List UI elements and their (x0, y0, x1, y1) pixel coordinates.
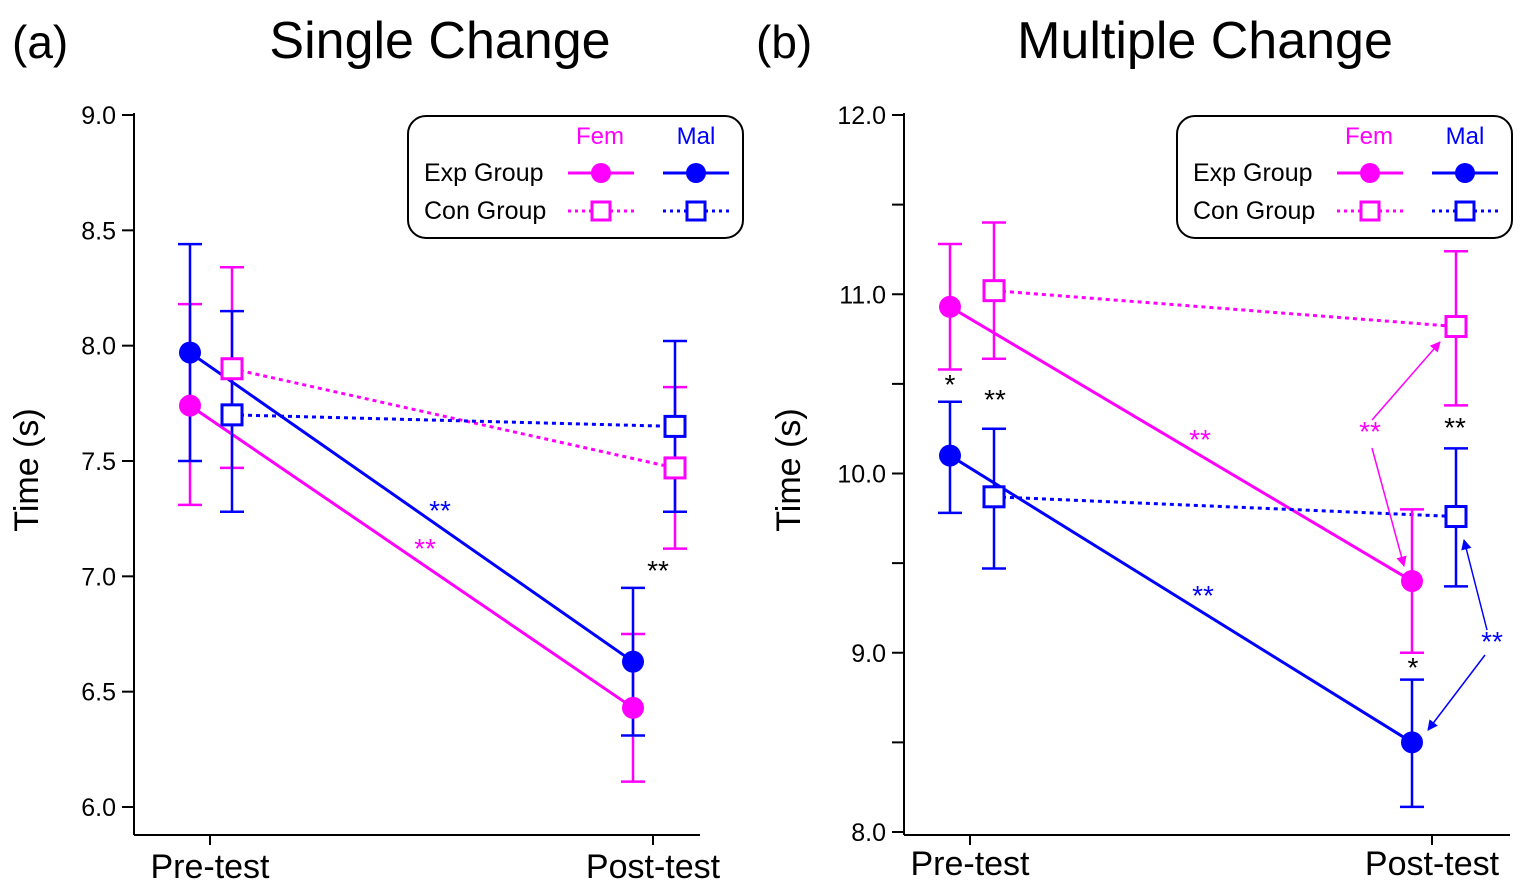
data-point (663, 456, 687, 480)
data-point (622, 650, 644, 673)
legend-col-female: Fem (576, 123, 624, 150)
significance-label: ** (1192, 580, 1214, 611)
y-tick-label: 11.0 (839, 281, 886, 309)
legend: Fem Mal Exp Group Con Group (1176, 115, 1513, 239)
series-line (189, 404, 634, 710)
significance-label: ** (1481, 626, 1503, 657)
data-point (179, 341, 201, 364)
y-tick-label: 6.0 (81, 794, 116, 822)
legend-marker-con (1359, 200, 1381, 222)
series-lines (949, 289, 1457, 744)
data-point (982, 279, 1006, 303)
data-point (663, 414, 687, 438)
legend-row-exp: Exp Group (424, 159, 544, 187)
x-tick-label: Pre-test (150, 848, 270, 886)
significance-label: ** (414, 533, 436, 564)
significance-label: * (945, 369, 956, 400)
annotations: * ******** ***** (945, 341, 1503, 731)
series-line (231, 413, 676, 428)
y-tick-label: 8.0 (851, 819, 886, 847)
axes: 6.0 6.5 7.0 7.5 8.0 8.5 9.0 Pre-test Post-test (81, 102, 720, 886)
annotation-arrow (1371, 447, 1407, 568)
x-tick-label: Post-test (1365, 845, 1500, 883)
panel-b: (b) Multiple Change Time (s) 8.0 9.0 10.0 11.0… (756, 12, 1513, 883)
data-point (1401, 570, 1423, 593)
significance-label: * (1408, 652, 1419, 683)
legend-row-con: Con Group (424, 197, 546, 225)
series-line (949, 454, 1413, 744)
data-point (982, 485, 1006, 509)
annotation-arrow (1371, 341, 1441, 421)
series-line (949, 305, 1413, 583)
series-line (993, 289, 1457, 329)
legend-marker-con (1454, 200, 1476, 222)
significance-label: ** (1444, 412, 1466, 443)
legend-row-exp: Exp Group (1193, 159, 1313, 187)
y-axis-label: Time (s) (8, 408, 46, 531)
legend-marker-exp (1360, 163, 1380, 183)
axes: 8.0 9.0 10.0 11.0 12.0 Pre-test Post-test (837, 102, 1510, 883)
chart-title: Multiple Change (1017, 12, 1393, 70)
data-point (1401, 731, 1423, 754)
y-tick-label: 6.5 (81, 679, 116, 707)
legend-col-male: Mal (1446, 123, 1485, 150)
panel-label: (a) (12, 16, 68, 68)
significance-label: ** (1359, 416, 1381, 447)
legend-marker-exp (591, 163, 611, 183)
y-tick-label: 12.0 (837, 102, 886, 130)
annotation-arrow (1427, 654, 1486, 731)
data-point (1444, 315, 1468, 339)
markers (939, 279, 1468, 754)
legend-box (407, 115, 744, 239)
legend: Fem Mal Exp Group Con Group (407, 115, 744, 239)
x-tick-label: Pre-test (910, 845, 1030, 883)
legend-marker-exp (1455, 163, 1475, 183)
legend-marker-exp (686, 163, 706, 183)
data-point (622, 696, 644, 719)
significance-label: ** (429, 495, 451, 526)
y-tick-label: 7.5 (81, 448, 116, 476)
chart-title: Single Change (269, 12, 610, 70)
legend-row-con: Con Group (1193, 197, 1315, 225)
y-tick-label: 8.0 (81, 333, 116, 361)
series-lines (189, 351, 676, 710)
markers (179, 341, 687, 719)
annotations: ** ** ** (414, 495, 669, 586)
y-tick-label: 8.5 (81, 217, 116, 245)
y-tick-label: 7.0 (81, 563, 116, 591)
legend-marker-con (685, 200, 707, 222)
significance-label: ** (647, 555, 669, 586)
x-tick-label: Post-test (586, 848, 721, 886)
data-point (939, 295, 961, 318)
panel-label: (b) (756, 16, 812, 68)
data-point (220, 403, 244, 427)
y-tick-label: 9.0 (851, 640, 886, 668)
series-line (993, 495, 1457, 519)
legend-col-female: Fem (1345, 123, 1393, 150)
significance-label: ** (984, 384, 1006, 415)
data-point (220, 357, 244, 381)
y-axis-label: Time (s) (770, 408, 808, 531)
significance-label: ** (1189, 424, 1211, 455)
y-tick-label: 9.0 (81, 102, 116, 130)
series-line (231, 367, 676, 470)
annotation-arrow (1461, 538, 1488, 631)
legend-marker-con (590, 200, 612, 222)
legend-box (1176, 115, 1513, 239)
data-point (1444, 505, 1468, 529)
y-tick-label: 10.0 (837, 461, 886, 489)
data-point (179, 394, 201, 417)
legend-col-male: Mal (677, 123, 716, 150)
panel-a: (a) Single Change Time (s) 6.0 6.5 7.0 7.5 8.0 8… (8, 12, 744, 886)
data-point (939, 444, 961, 467)
series-line (189, 351, 634, 663)
